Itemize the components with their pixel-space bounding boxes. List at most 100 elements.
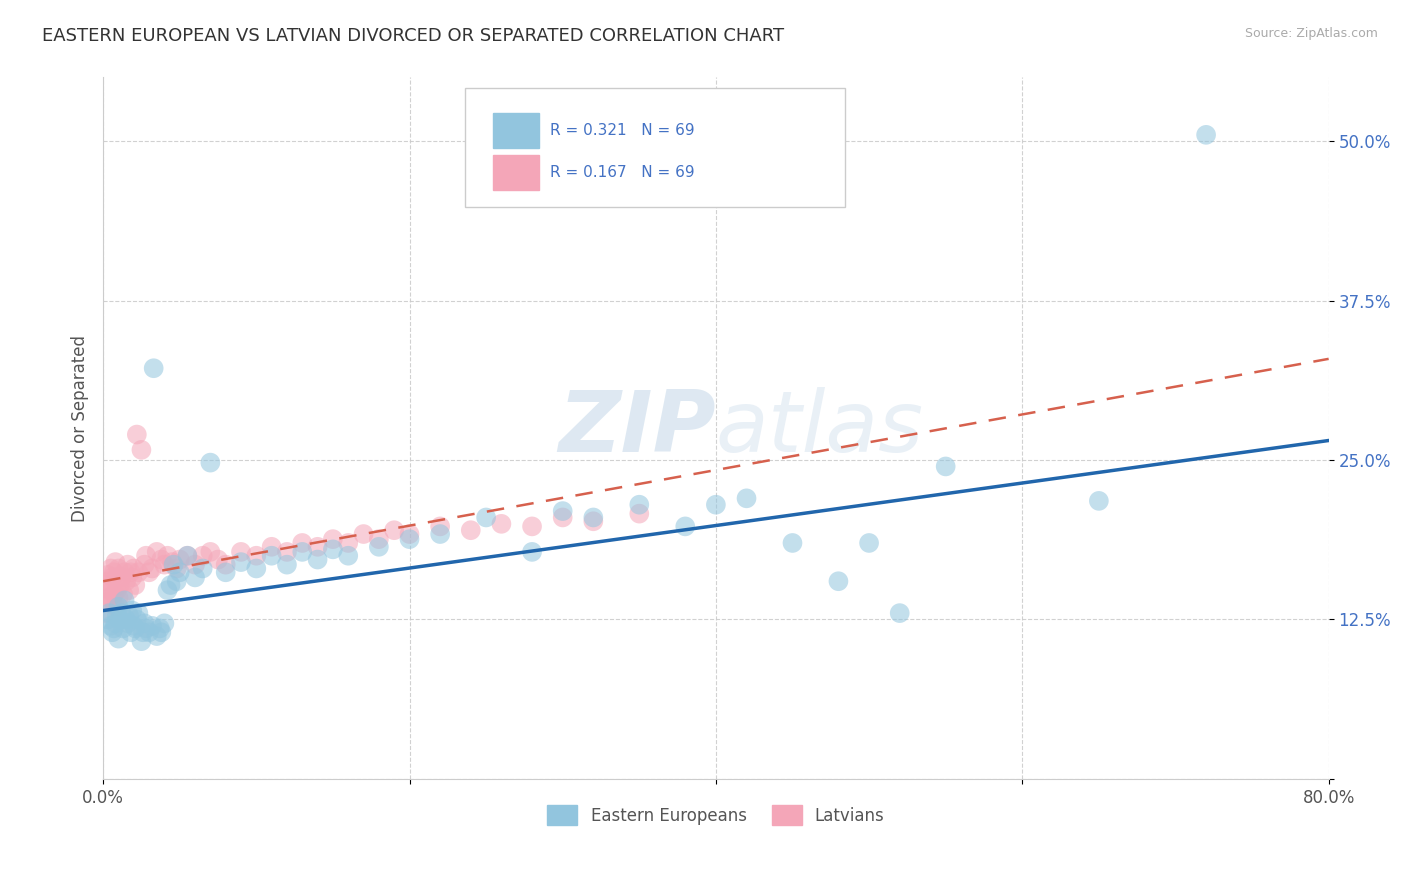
Point: [1088, 494, 1111, 508]
Point: [118, 583, 141, 598]
Y-axis label: Divorced or Separated: Divorced or Separated: [72, 334, 89, 522]
Point: [122, 619, 145, 633]
Point: [127, 606, 149, 620]
Point: [114, 566, 136, 580]
Point: [628, 498, 651, 512]
Point: [260, 549, 283, 563]
Point: [276, 558, 298, 572]
Point: [101, 593, 124, 607]
Text: ZIP: ZIP: [558, 386, 716, 470]
Point: [121, 603, 143, 617]
Point: [229, 555, 252, 569]
Point: [117, 616, 139, 631]
Point: [103, 587, 125, 601]
Point: [184, 558, 207, 572]
Point: [827, 574, 849, 589]
Point: [150, 552, 173, 566]
Point: [460, 523, 482, 537]
Point: [889, 606, 911, 620]
Point: [156, 549, 179, 563]
Point: [97, 612, 120, 626]
Point: [112, 587, 135, 601]
Point: [156, 583, 179, 598]
Point: [150, 625, 173, 640]
Point: [97, 596, 120, 610]
Point: [169, 552, 191, 566]
Point: [149, 622, 172, 636]
Point: [628, 507, 651, 521]
Point: [160, 555, 183, 569]
Point: [162, 558, 184, 572]
Point: [245, 549, 267, 563]
Point: [104, 599, 127, 614]
Point: [858, 536, 880, 550]
Point: [491, 516, 513, 531]
Point: [704, 498, 727, 512]
Point: [176, 549, 198, 563]
Point: [103, 566, 125, 580]
Point: [138, 566, 160, 580]
Point: [127, 566, 149, 580]
Point: [245, 561, 267, 575]
Point: [169, 566, 191, 580]
Point: [110, 570, 132, 584]
Point: [207, 552, 229, 566]
Point: [112, 622, 135, 636]
Point: [101, 625, 124, 640]
Point: [582, 514, 605, 528]
Point: [100, 561, 122, 575]
Point: [98, 574, 121, 589]
Point: [97, 567, 120, 582]
Point: [337, 536, 360, 550]
Point: [124, 622, 146, 636]
Point: [135, 622, 157, 636]
Point: [551, 510, 574, 524]
Point: [475, 510, 498, 524]
Point: [104, 616, 127, 631]
Point: [260, 540, 283, 554]
Point: [103, 622, 125, 636]
Point: [100, 583, 122, 598]
Point: [215, 566, 238, 580]
Point: [322, 542, 344, 557]
Point: [105, 570, 128, 584]
Point: [191, 549, 214, 563]
Point: [337, 549, 360, 563]
Point: [131, 442, 153, 457]
FancyBboxPatch shape: [464, 88, 845, 207]
Point: [307, 552, 329, 566]
Point: [98, 606, 121, 620]
Point: [118, 608, 141, 623]
Point: [121, 570, 143, 584]
Point: [124, 578, 146, 592]
Point: [429, 519, 451, 533]
Point: [138, 625, 160, 640]
Text: R = 0.167   N = 69: R = 0.167 N = 69: [550, 165, 695, 180]
Point: [96, 578, 118, 592]
Point: [107, 599, 129, 614]
Point: [353, 527, 375, 541]
Point: [429, 527, 451, 541]
Point: [166, 574, 188, 589]
Point: [107, 591, 129, 605]
Point: [115, 574, 138, 589]
Point: [122, 561, 145, 575]
Text: atlas: atlas: [716, 386, 924, 470]
Point: [191, 561, 214, 575]
Point: [935, 459, 957, 474]
Point: [104, 555, 127, 569]
Point: [141, 561, 163, 575]
Point: [141, 619, 163, 633]
Point: [134, 616, 156, 631]
Point: [117, 558, 139, 572]
Point: [108, 578, 131, 592]
Point: [582, 510, 605, 524]
Point: [166, 561, 188, 575]
Point: [398, 527, 420, 541]
Point: [107, 561, 129, 575]
Point: [367, 540, 389, 554]
Point: [105, 608, 128, 623]
Text: R = 0.321   N = 69: R = 0.321 N = 69: [550, 123, 695, 138]
Point: [200, 456, 222, 470]
Point: [520, 519, 543, 533]
